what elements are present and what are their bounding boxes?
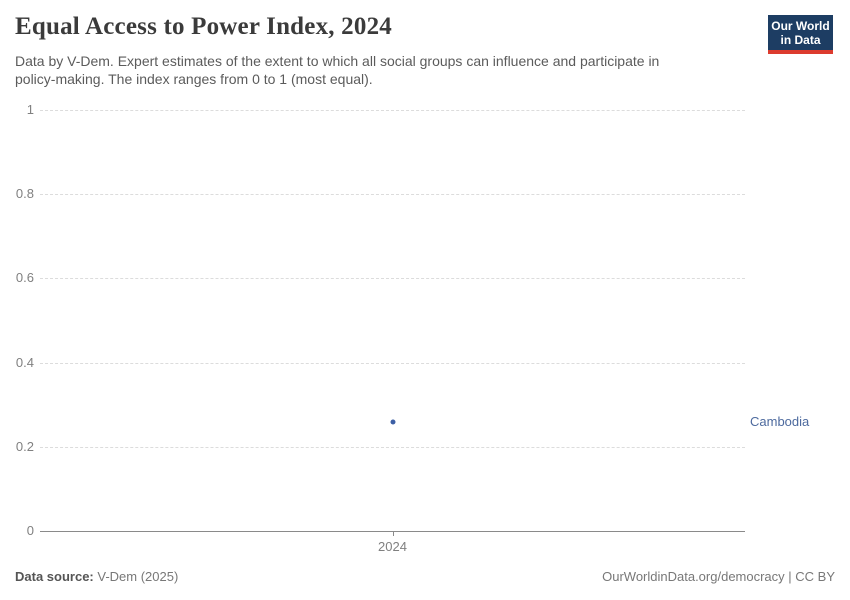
- y-gridline: [40, 446, 745, 448]
- y-tick-label: 0.4: [15, 354, 34, 370]
- y-tick-label: 0: [26, 523, 34, 538]
- y-gridline: [40, 110, 745, 111]
- chart-subtitle: Data by V-Dem. Expert estimates of the e…: [15, 52, 659, 88]
- logo-text-line2: in Data: [780, 33, 821, 47]
- y-gridline: [40, 278, 745, 280]
- owid-logo[interactable]: Our World in Data: [768, 15, 833, 54]
- credit-link[interactable]: OurWorldinData.org/democracy | CC BY: [602, 569, 835, 584]
- logo-text-line1: Our World: [771, 19, 830, 33]
- data-point-cambodia[interactable]: [390, 419, 395, 425]
- x-tick-mark: [392, 531, 394, 536]
- y-tick-label: 0.2: [15, 438, 34, 454]
- y-tick-label: 1: [26, 102, 34, 117]
- y-gridline: [40, 362, 745, 364]
- chart-title: Equal Access to Power Index, 2024: [15, 13, 392, 40]
- subtitle-line-2: policy-making. The index ranges from 0 t…: [15, 71, 373, 87]
- y-tick-label: 0.6: [15, 270, 34, 286]
- data-source-note: Data source: V-Dem (2025): [15, 569, 178, 584]
- subtitle-line-1: Data by V-Dem. Expert estimates of the e…: [15, 53, 660, 69]
- entity-label-cambodia[interactable]: Cambodia: [750, 413, 810, 429]
- plot-area: 0 0.2 0.4 0.6 0.8 1 2024: [16, 102, 745, 554]
- data-source-label: Data source:: [15, 569, 94, 584]
- y-gridline: [40, 194, 745, 196]
- x-tick-label: 2024: [378, 539, 407, 554]
- y-tick-label: 0.8: [15, 186, 34, 202]
- data-source-value: V-Dem (2025): [93, 569, 179, 584]
